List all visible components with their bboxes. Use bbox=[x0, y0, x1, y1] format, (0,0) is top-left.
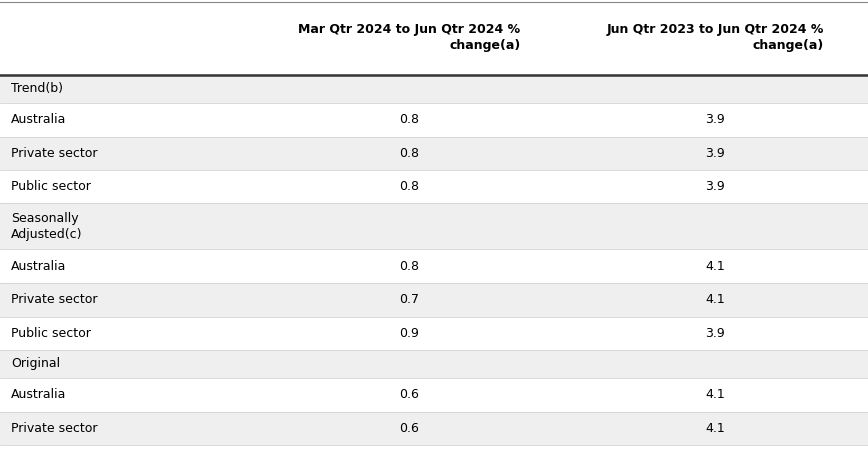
Text: Australia: Australia bbox=[11, 260, 67, 273]
Text: Trend(b): Trend(b) bbox=[11, 83, 63, 96]
Text: Original: Original bbox=[11, 358, 61, 371]
Bar bbox=[0, 170, 868, 203]
Text: 3.9: 3.9 bbox=[706, 180, 725, 193]
Text: 3.9: 3.9 bbox=[706, 113, 725, 126]
Text: 0.8: 0.8 bbox=[399, 180, 419, 193]
Text: 4.1: 4.1 bbox=[706, 260, 725, 273]
Bar bbox=[0, 0, 868, 75]
Bar bbox=[0, 283, 868, 317]
Text: 0.7: 0.7 bbox=[399, 293, 419, 306]
Text: Jun Qtr 2023 to Jun Qtr 2024 %
change(a): Jun Qtr 2023 to Jun Qtr 2024 % change(a) bbox=[607, 23, 824, 52]
Bar bbox=[0, 249, 868, 283]
Text: 4.1: 4.1 bbox=[706, 388, 725, 401]
Bar bbox=[0, 350, 868, 378]
Bar bbox=[0, 378, 868, 411]
Text: Private sector: Private sector bbox=[11, 422, 98, 435]
Bar bbox=[0, 137, 868, 170]
Text: 3.9: 3.9 bbox=[706, 147, 725, 160]
Bar bbox=[0, 203, 868, 249]
Text: 0.8: 0.8 bbox=[399, 113, 419, 126]
Text: 3.9: 3.9 bbox=[706, 327, 725, 340]
Text: 0.6: 0.6 bbox=[399, 388, 419, 401]
Text: Public sector: Public sector bbox=[11, 327, 91, 340]
Text: 0.6: 0.6 bbox=[399, 422, 419, 435]
Bar bbox=[0, 445, 868, 451]
Text: 0.8: 0.8 bbox=[399, 260, 419, 273]
Text: 4.1: 4.1 bbox=[706, 422, 725, 435]
Text: Australia: Australia bbox=[11, 113, 67, 126]
Text: Private sector: Private sector bbox=[11, 147, 98, 160]
Bar bbox=[0, 411, 868, 445]
Bar bbox=[0, 103, 868, 137]
Bar bbox=[0, 75, 868, 103]
Text: Private sector: Private sector bbox=[11, 293, 98, 306]
Text: Mar Qtr 2024 to Jun Qtr 2024 %
change(a): Mar Qtr 2024 to Jun Qtr 2024 % change(a) bbox=[299, 23, 520, 52]
Text: 0.8: 0.8 bbox=[399, 147, 419, 160]
Text: 0.9: 0.9 bbox=[399, 327, 419, 340]
Text: Australia: Australia bbox=[11, 388, 67, 401]
Bar bbox=[0, 317, 868, 350]
Text: Seasonally
Adjusted(c): Seasonally Adjusted(c) bbox=[11, 212, 82, 241]
Text: 4.1: 4.1 bbox=[706, 293, 725, 306]
Text: Public sector: Public sector bbox=[11, 180, 91, 193]
